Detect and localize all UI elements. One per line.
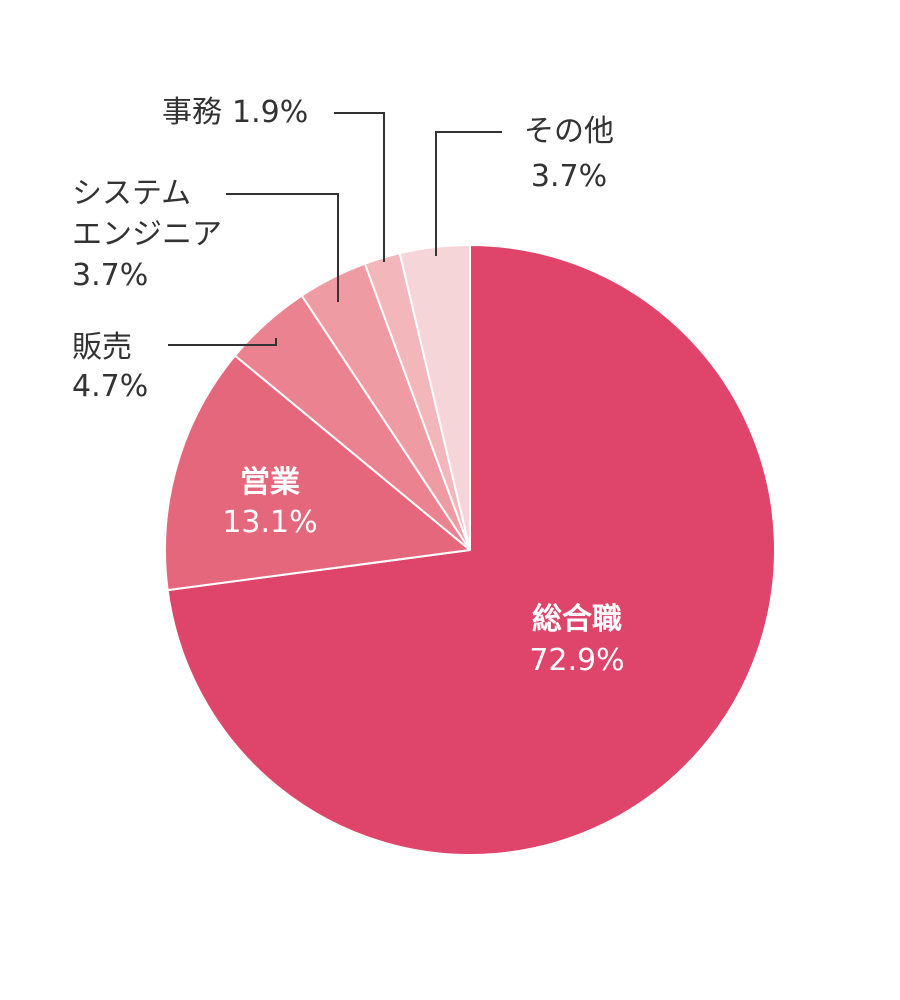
leader-line-sonota xyxy=(435,131,502,256)
pie-slice-sogoshoku xyxy=(166,244,776,856)
slice-label-system-engineer-line2: エンジニア xyxy=(72,217,222,252)
slice-label-system-engineer: システム エンジニア 3.7% xyxy=(72,176,222,293)
slice-label-sogoshoku-value: 72.9% xyxy=(529,643,624,678)
slice-label-jimu: 事務 1.9% xyxy=(162,95,308,130)
leader-lines xyxy=(168,112,502,346)
slice-label-eigyo-value: 13.1% xyxy=(222,505,317,540)
slice-label-eigyo-name: 営業 xyxy=(240,465,300,500)
slice-label-sonota: その他 3.7% xyxy=(524,114,614,194)
slice-label-hanbai-value: 4.7% xyxy=(72,369,148,404)
slice-label-system-engineer-line1: システム xyxy=(72,176,191,211)
slice-label-jimu-value: 1.9% xyxy=(232,95,308,130)
slice-label-sonota-value: 3.7% xyxy=(531,159,607,194)
slice-label-sogoshoku-name: 総合職 xyxy=(532,602,622,637)
slice-label-system-engineer-value: 3.7% xyxy=(72,258,148,293)
slice-label-hanbai-name: 販売 xyxy=(72,330,132,365)
leader-line-jimu xyxy=(334,112,385,262)
slice-label-jimu-name: 事務 xyxy=(162,95,222,130)
slice-label-sonota-name: その他 xyxy=(524,114,614,149)
pie-slices xyxy=(164,244,776,856)
pie-slice-sonota xyxy=(398,244,471,551)
slice-label-hanbai: 販売 4.7% xyxy=(72,330,148,404)
leader-line-hanbai xyxy=(168,338,277,346)
pie-slice-eigyo xyxy=(164,354,471,592)
leader-line-system-engineer xyxy=(226,193,339,302)
slice-label-sogoshoku: 総合職 72.9% xyxy=(529,602,624,678)
slice-label-eigyo: 営業 13.1% xyxy=(222,465,317,540)
